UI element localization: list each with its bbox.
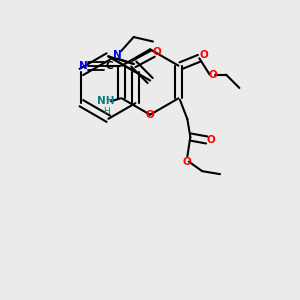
Text: O: O [207, 135, 215, 145]
Text: NH: NH [97, 96, 114, 106]
Text: C: C [106, 61, 113, 71]
Text: O: O [199, 50, 208, 60]
Text: O: O [209, 70, 218, 80]
Text: O: O [183, 157, 192, 167]
Text: O: O [152, 47, 161, 57]
Text: O: O [146, 110, 154, 120]
Text: H: H [103, 107, 110, 116]
Text: N: N [113, 50, 122, 60]
Text: N: N [79, 61, 88, 71]
